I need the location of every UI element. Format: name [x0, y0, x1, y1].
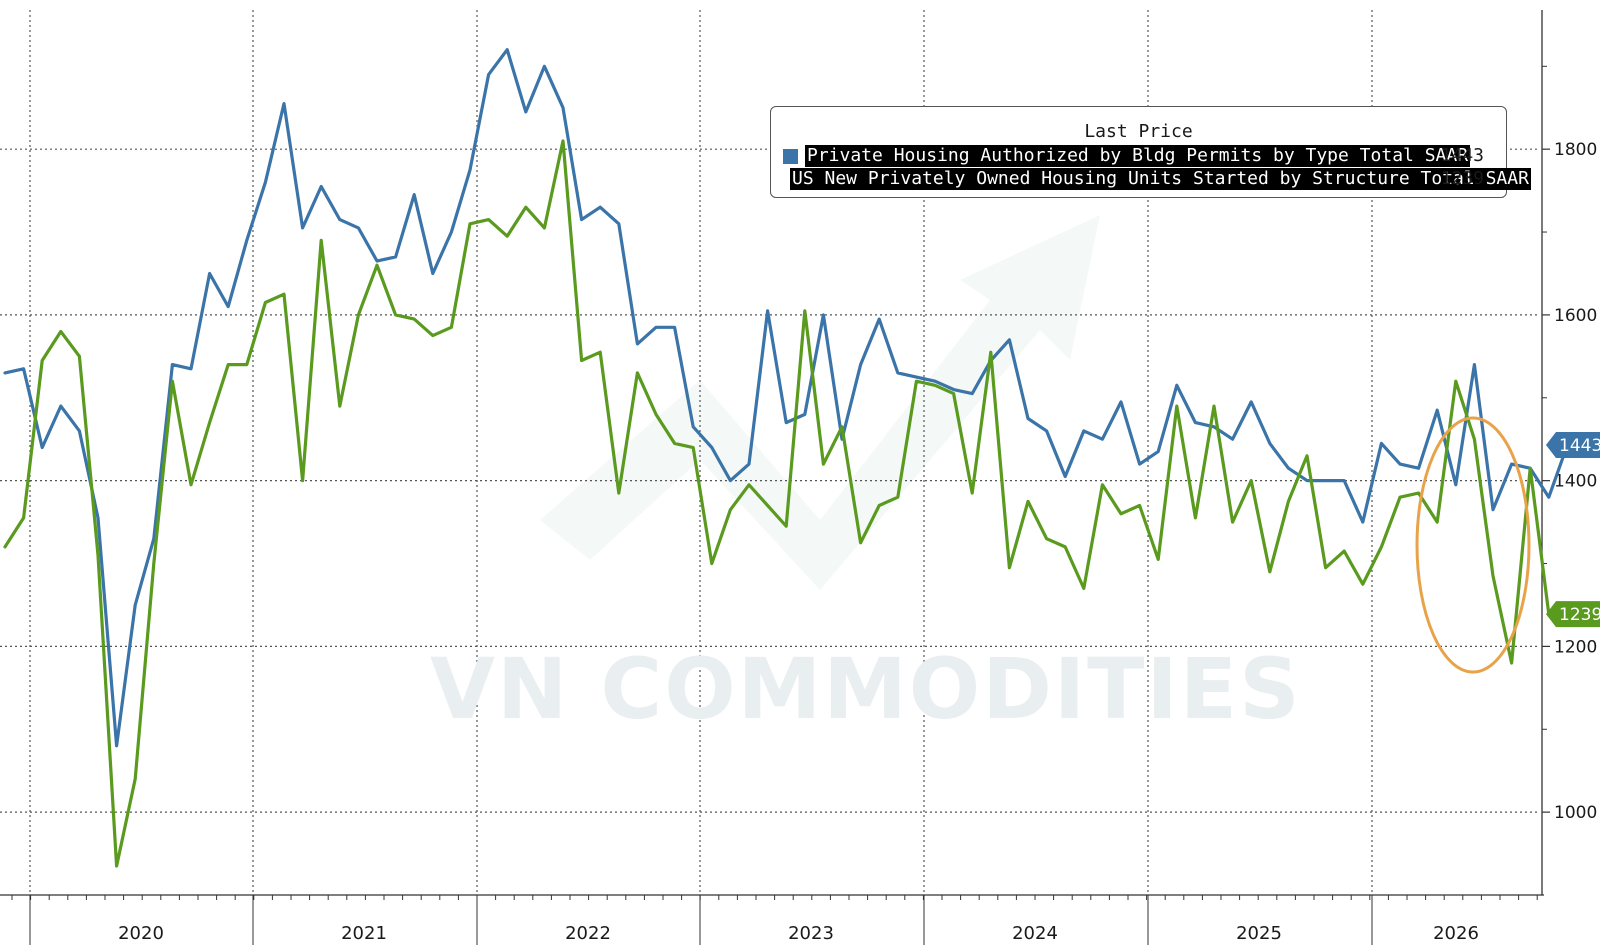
axes: 1000 1200 1400 1600 1800 2020 2021 2022 2023 2024…	[0, 10, 1597, 945]
last-value-tag-starts: 1239	[1546, 601, 1600, 628]
legend-title: Last Price	[1084, 121, 1193, 142]
y-tick-label: 1000	[1554, 803, 1597, 823]
watermark-arrow-graphic	[540, 215, 1100, 590]
highlight-ellipse-shape	[1415, 416, 1531, 674]
legend: Last Price Private Housing Authorized by…	[770, 106, 1531, 198]
series-line-starts	[3, 139, 1551, 868]
legend-value-starts: 1239	[1440, 168, 1484, 189]
last-value-tag-text: 1239	[1559, 605, 1600, 625]
y-tick-label: 1600	[1554, 306, 1597, 326]
legend-label-starts: US New Privately Owned Housing Units Sta…	[790, 168, 1531, 190]
legend-label-permits: Private Housing Authorized by Bldg Permi…	[805, 145, 1471, 167]
y-tick-label: 1800	[1554, 140, 1597, 160]
last-value-tag-bg	[1546, 601, 1600, 628]
watermark-text: VN COMMODITIES	[430, 640, 1302, 738]
last-value-tags: 1443 1239	[1546, 432, 1600, 628]
last-value-tag-text: 1443	[1559, 436, 1600, 456]
legend-item-starts: US New Privately Owned Housing Units Sta…	[783, 168, 1531, 190]
x-tick-label: 2022	[565, 923, 611, 944]
last-value-tag-bg	[1546, 432, 1600, 459]
legend-swatch-permits	[783, 148, 798, 164]
y-tick-label: 1400	[1554, 472, 1597, 492]
x-tick-label: 2023	[788, 923, 834, 944]
last-value-tag-permits: 1443	[1546, 432, 1600, 459]
x-tick-label: 2025	[1236, 923, 1282, 944]
highlight-ellipse	[1415, 416, 1531, 674]
x-tick-label: 2021	[341, 923, 387, 944]
x-tick-label: 2026	[1433, 923, 1479, 944]
legend-item-permits: Private Housing Authorized by Bldg Permi…	[783, 145, 1496, 167]
series-layer	[3, 48, 1569, 868]
legend-value-permits: 1443	[1440, 145, 1484, 166]
x-tick-label: 2020	[118, 923, 164, 944]
y-tick-label: 1200	[1554, 637, 1597, 657]
series-line-permits	[3, 48, 1569, 748]
x-tick-label: 2024	[1012, 923, 1058, 944]
